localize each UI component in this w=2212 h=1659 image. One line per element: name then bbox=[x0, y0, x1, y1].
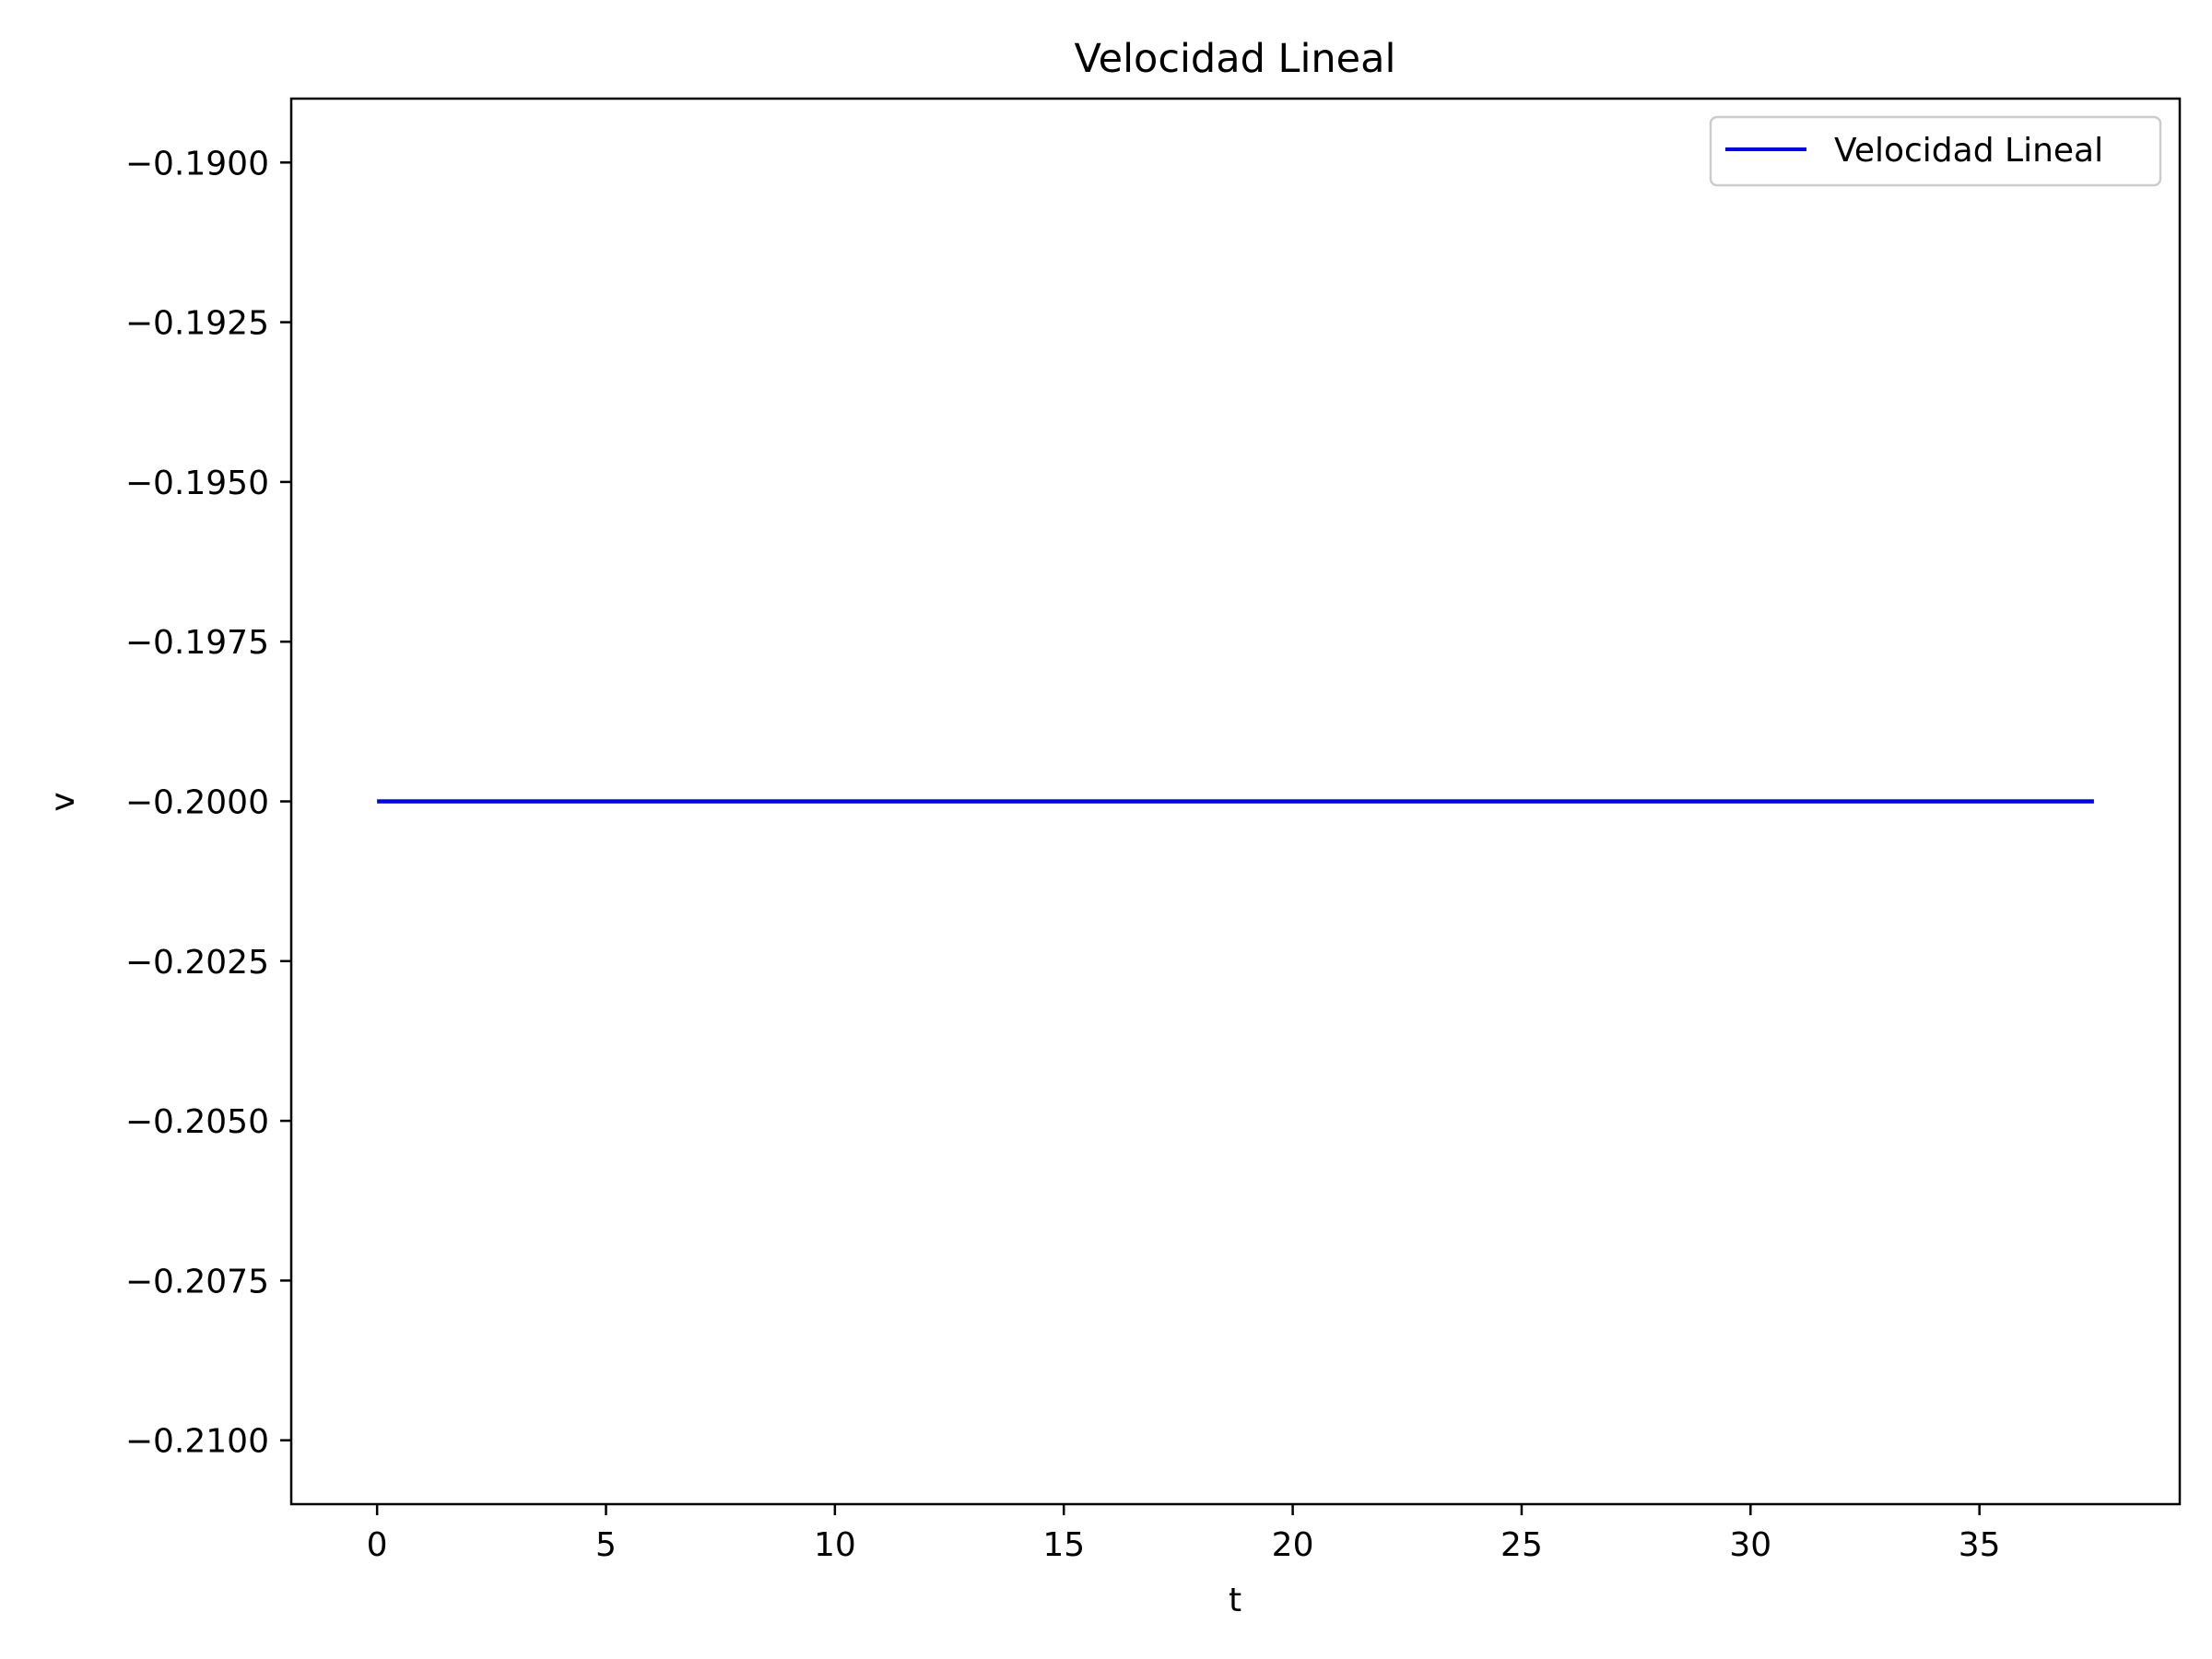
legend-label-velocidad-lineal: Velocidad Lineal bbox=[1834, 132, 2103, 170]
y-axis-label: v bbox=[44, 792, 82, 811]
x-axis-ticks: 0 5 10 15 20 25 30 35 bbox=[367, 1504, 2001, 1564]
x-tick-label: 10 bbox=[814, 1526, 856, 1564]
x-tick-label: 15 bbox=[1042, 1526, 1085, 1564]
y-tick-label: −0.2050 bbox=[125, 1103, 269, 1141]
y-tick-label: −0.1925 bbox=[125, 305, 269, 343]
y-tick-label: −0.1950 bbox=[125, 465, 269, 502]
chart-title: Velocidad Lineal bbox=[1075, 36, 1396, 82]
x-tick-label: 20 bbox=[1272, 1526, 1314, 1564]
y-tick-label: −0.2025 bbox=[125, 944, 269, 982]
y-tick-label: −0.1975 bbox=[125, 624, 269, 662]
x-tick-label: 35 bbox=[1959, 1526, 2001, 1564]
x-axis-label: t bbox=[1229, 1582, 1241, 1619]
y-tick-label: −0.2000 bbox=[125, 784, 269, 822]
legend: Velocidad Lineal bbox=[1709, 115, 2162, 187]
y-tick-label: −0.2100 bbox=[125, 1423, 269, 1461]
x-tick-label: 5 bbox=[595, 1526, 617, 1564]
legend-box bbox=[1709, 115, 2162, 187]
x-tick-label: 0 bbox=[367, 1526, 388, 1564]
x-tick-label: 30 bbox=[1729, 1526, 1771, 1564]
y-axis-ticks: −0.1900 −0.1925 −0.1950 −0.1975 −0.2000 −0.20… bbox=[125, 145, 291, 1461]
y-tick-label: −0.1900 bbox=[125, 145, 269, 182]
y-tick-label: −0.2075 bbox=[125, 1263, 269, 1300]
x-tick-label: 25 bbox=[1500, 1526, 1543, 1564]
